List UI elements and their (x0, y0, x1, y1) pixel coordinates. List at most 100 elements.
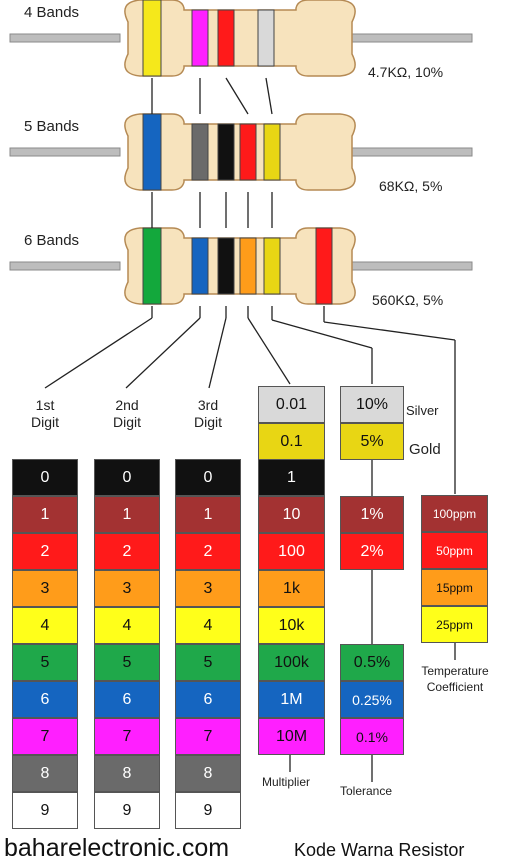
temperature-cell: 100ppm (421, 495, 488, 532)
temperature-cell-text: 25ppm (436, 617, 473, 632)
connector-line (225, 77, 249, 115)
digit-3-cell: 6 (175, 681, 241, 718)
digit-1-cell-text: 3 (40, 579, 50, 597)
digit-3-cell-text: 8 (203, 764, 213, 782)
footer-site: baharelectronic.com (4, 834, 230, 862)
digit-1-cell: 1 (12, 496, 78, 533)
temperature-cell: 15ppm (421, 569, 488, 606)
digit-3-cell: 2 (175, 533, 241, 570)
resistor-color-band (191, 123, 209, 181)
resistor-color-band (142, 113, 162, 191)
temperature-label: Temperature Coefficient (412, 663, 498, 695)
digit-2-cell: 0 (94, 459, 160, 496)
digit-1-cell: 3 (12, 570, 78, 607)
tolerance-cell-text: 0.25% (352, 691, 392, 708)
digit-3-cell: 1 (175, 496, 241, 533)
resistor-lead-left (9, 147, 121, 157)
tolerance-cell: 0.5% (340, 644, 404, 681)
digit-1-cell: 6 (12, 681, 78, 718)
multiplier-cell: 1M (258, 681, 325, 718)
digit-1-cell: 4 (12, 607, 78, 644)
temperature-label-line2: Coefficient (426, 680, 484, 694)
connector-line (271, 319, 373, 349)
tolerance-cell: 10% (340, 386, 404, 423)
digit-1-cell-text: 8 (40, 764, 50, 782)
digit-2-cell-text: 4 (122, 616, 132, 634)
resistor-color-band (217, 123, 235, 181)
tolerance-cell-text: 0.1% (356, 728, 388, 745)
multiplier-cell-text: 100 (278, 542, 305, 560)
tolerance-cell: 2% (340, 533, 404, 570)
header-2nd-line1: 2nd (115, 397, 139, 413)
digit-2-cell: 6 (94, 681, 160, 718)
value-4-bands: 4.7KΩ, 10% (368, 64, 444, 80)
digit-2-cell-text: 1 (122, 505, 132, 523)
header-2nd-digit: 2nd Digit (97, 397, 157, 431)
multiplier-cell: 0.01 (258, 386, 325, 423)
resistor-color-band (257, 9, 275, 67)
header-1st-line2: Digit (30, 414, 59, 430)
header-3rd-line2: Digit (193, 414, 222, 430)
digit-2-cell: 8 (94, 755, 160, 792)
multiplier-cell: 0.1 (258, 423, 325, 460)
resistor-color-band (217, 9, 235, 67)
resistor-color-band (191, 237, 209, 295)
connector-line (247, 317, 291, 385)
resistor-lead-right (349, 33, 473, 43)
digit-2-cell-text: 6 (122, 690, 132, 708)
digit-3-cell: 4 (175, 607, 241, 644)
resistor-color-band (239, 123, 257, 181)
digit-2-cell: 7 (94, 718, 160, 755)
digit-3-cell: 0 (175, 459, 241, 496)
digit-3-cell-text: 4 (203, 616, 213, 634)
multiplier-cell: 1k (258, 570, 325, 607)
multiplier-cell-text: 0.01 (275, 395, 308, 413)
digit-1-cell: 7 (12, 718, 78, 755)
tolerance-cell: 5% (340, 423, 404, 460)
digit-1-cell: 8 (12, 755, 78, 792)
tolerance-cell: 0.1% (340, 718, 404, 755)
connector-line (265, 77, 273, 115)
digit-1-cell-text: 5 (40, 653, 50, 671)
temperature-label-line1: Temperature (421, 664, 489, 678)
tolerance-cell-text: 10% (355, 395, 389, 413)
digit-2-cell-text: 2 (122, 542, 132, 560)
digit-2-cell: 5 (94, 644, 160, 681)
connector-line (44, 317, 153, 389)
header-1st-digit: 1st Digit (15, 397, 75, 431)
tolerance-cell: 0.25% (340, 681, 404, 718)
connector-line (323, 321, 456, 341)
multiplier-cell-text: 1M (280, 690, 303, 708)
resistor-color-band (217, 237, 235, 295)
digit-3-cell-text: 9 (203, 801, 213, 819)
digit-3-cell-text: 0 (203, 468, 213, 486)
digit-1-cell-text: 9 (40, 801, 50, 819)
digit-3-cell-text: 1 (203, 505, 213, 523)
tolerance-cell-text: 0.5% (353, 653, 391, 671)
header-3rd-line1: 3rd (197, 397, 219, 413)
tolerance-cell-text: 1% (360, 505, 384, 523)
connector-line (125, 317, 201, 389)
digit-2-cell: 9 (94, 792, 160, 829)
digit-1-cell: 9 (12, 792, 78, 829)
tolerance-label: Tolerance (340, 784, 393, 798)
digit-1-cell-text: 0 (40, 468, 50, 486)
multiplier-cell-text: 10k (278, 616, 305, 634)
temperature-cell-text: 50ppm (436, 543, 473, 558)
resistor-color-band (263, 123, 281, 181)
digit-3-cell: 9 (175, 792, 241, 829)
digit-2-cell: 1 (94, 496, 160, 533)
resistor-color-band (239, 237, 257, 295)
digit-3-cell-text: 2 (203, 542, 213, 560)
multiplier-cell-text: 10 (282, 505, 301, 523)
label-6-bands: 6 Bands (24, 232, 80, 249)
value-5-bands: 68KΩ, 5% (379, 178, 443, 194)
digit-2-cell-text: 9 (122, 801, 132, 819)
temperature-cell-text: 100ppm (432, 506, 477, 521)
resistor-color-band (191, 9, 209, 67)
multiplier-label: Multiplier (262, 775, 311, 789)
resistor-color-band (142, 227, 162, 305)
multiplier-cell: 10 (258, 496, 325, 533)
silver-tag: Silver (406, 403, 439, 418)
